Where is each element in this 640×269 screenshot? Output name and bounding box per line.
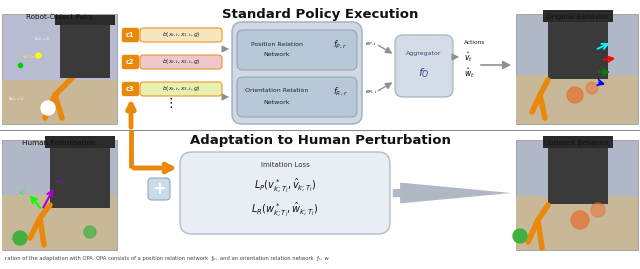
Circle shape: [586, 82, 598, 94]
Bar: [516, 140, 638, 250]
Text: $b(x_{r,t}, x_{2,t}, g)$: $b(x_{r,t}, x_{2,t}, g)$: [162, 58, 200, 66]
FancyBboxPatch shape: [122, 55, 139, 69]
Text: c1: c1: [126, 32, 135, 38]
Text: Network: Network: [264, 100, 291, 104]
Bar: [516, 75, 638, 124]
FancyBboxPatch shape: [395, 35, 453, 97]
Text: ⋮: ⋮: [164, 97, 177, 109]
Text: ration of the adaptation with OPA. OPA consists of a position relation network  : ration of the adaptation with OPA. OPA c…: [5, 256, 329, 261]
FancyBboxPatch shape: [237, 77, 357, 117]
FancyBboxPatch shape: [140, 28, 222, 42]
Text: Imitation Loss: Imitation Loss: [260, 162, 309, 168]
Text: Standard Policy Execution: Standard Policy Execution: [222, 8, 418, 21]
Bar: [516, 14, 638, 124]
Bar: [548, 140, 608, 204]
Text: $(b_3,c_3)$: $(b_3,c_3)$: [22, 53, 38, 61]
Text: Aggregator: Aggregator: [406, 51, 442, 55]
Circle shape: [513, 229, 527, 243]
Bar: [516, 196, 638, 250]
Text: Original Behavior: Original Behavior: [546, 14, 608, 20]
Bar: [45, 136, 115, 148]
Text: $e_{R,i}$: $e_{R,i}$: [365, 89, 378, 95]
Text: $(b_2,c_2)$: $(b_2,c_2)$: [34, 35, 51, 43]
FancyBboxPatch shape: [140, 55, 222, 69]
Bar: [2, 80, 117, 124]
Text: $f_{R,r}$: $f_{R,r}$: [333, 86, 348, 98]
Text: Position Relation: Position Relation: [251, 41, 303, 47]
Text: Orientation Relation: Orientation Relation: [245, 89, 308, 94]
Text: $L_P(v_{k;T_l}^*, \hat{v}_{k;T_l})$: $L_P(v_{k;T_l}^*, \hat{v}_{k;T_l})$: [254, 177, 316, 195]
Text: $L_R(w_{k;T_l}^*, \hat{w}_{k;T_l})$: $L_R(w_{k;T_l}^*, \hat{w}_{k;T_l})$: [252, 201, 319, 219]
Bar: [2, 140, 117, 250]
Text: Updated Behavior: Updated Behavior: [545, 140, 609, 146]
Circle shape: [41, 101, 55, 115]
Text: $f_O$: $f_O$: [418, 66, 430, 80]
Text: $e_{P,i}$: $e_{P,i}$: [365, 40, 377, 48]
Text: $b(x_{r,t}, x_{1,t}, g)$: $b(x_{r,t}, x_{1,t}, g)$: [162, 31, 200, 39]
Text: $\hat{v}_t$: $\hat{v}_t$: [464, 50, 473, 64]
Text: $f_{P,r}$: $f_{P,r}$: [333, 39, 347, 51]
Bar: [543, 10, 613, 22]
Circle shape: [591, 203, 605, 217]
FancyBboxPatch shape: [180, 152, 390, 234]
Bar: [55, 15, 115, 25]
FancyBboxPatch shape: [122, 28, 139, 42]
Text: Human Perturbation: Human Perturbation: [22, 140, 95, 146]
Text: $v_k^*$: $v_k^*$: [18, 187, 27, 198]
Circle shape: [567, 87, 583, 103]
Text: Actions: Actions: [464, 41, 485, 45]
Text: c3: c3: [126, 86, 135, 92]
FancyBboxPatch shape: [232, 22, 362, 124]
FancyBboxPatch shape: [122, 82, 139, 96]
Text: Robot-Object Pairs: Robot-Object Pairs: [26, 14, 92, 20]
Text: +: +: [152, 180, 166, 198]
Circle shape: [571, 211, 589, 229]
Bar: [50, 140, 110, 208]
Text: $w_k^*$: $w_k^*$: [55, 176, 65, 187]
Bar: [548, 14, 608, 79]
Bar: [2, 195, 117, 250]
FancyBboxPatch shape: [237, 30, 357, 70]
FancyBboxPatch shape: [140, 82, 222, 96]
Text: $b(x_{r,t}, x_{3,t}, g)$: $b(x_{r,t}, x_{3,t}, g)$: [162, 85, 200, 93]
Text: c2: c2: [126, 59, 135, 65]
Text: $\hat{w}_t$: $\hat{w}_t$: [464, 66, 475, 80]
Text: Network: Network: [264, 52, 291, 58]
Bar: [543, 136, 613, 148]
Bar: [60, 18, 110, 78]
Circle shape: [13, 231, 27, 245]
Bar: [2, 14, 117, 124]
FancyBboxPatch shape: [148, 178, 170, 200]
Text: Adaptation to Human Perturbation: Adaptation to Human Perturbation: [189, 134, 451, 147]
Text: $(b_1,c_1)$: $(b_1,c_1)$: [8, 95, 24, 102]
Circle shape: [84, 226, 96, 238]
